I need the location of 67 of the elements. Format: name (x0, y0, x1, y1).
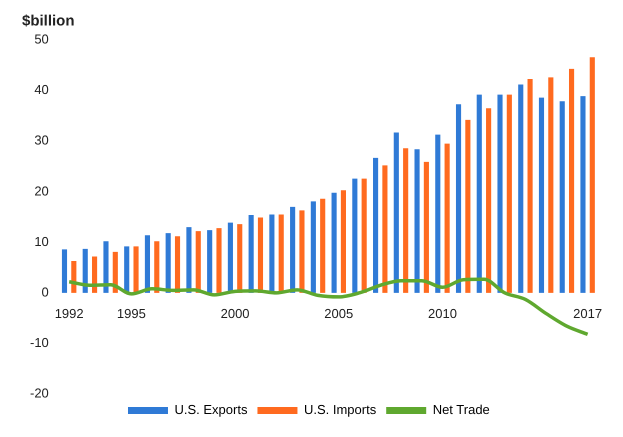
y-tick-label: 30 (34, 132, 49, 148)
x-tick-label: 2017 (573, 306, 602, 322)
bar (465, 120, 470, 293)
bar (216, 228, 222, 293)
bar (373, 158, 378, 293)
bar (568, 68, 574, 293)
bar (414, 149, 420, 293)
bar (310, 201, 316, 293)
bar (186, 227, 192, 293)
bar (435, 134, 440, 293)
bar (62, 249, 68, 293)
bar (166, 233, 171, 293)
x-tick-label: 1992 (54, 306, 84, 322)
y-tick-label: -10 (30, 335, 49, 350)
bar (332, 192, 337, 293)
bar (133, 246, 139, 293)
bar (560, 101, 565, 293)
y-tick-label: 20 (34, 183, 49, 198)
bar (506, 94, 512, 293)
bar (299, 210, 305, 293)
bar (352, 178, 358, 293)
bar (112, 252, 118, 293)
bar (207, 230, 212, 293)
x-tick-label: 2005 (324, 306, 354, 322)
bar (154, 241, 160, 293)
bar (590, 57, 595, 293)
y-tick-label: 50 (34, 32, 49, 47)
bar (538, 98, 544, 293)
bar (382, 165, 388, 293)
bar (290, 206, 296, 293)
bar (278, 214, 284, 293)
x-tick-label: 2010 (428, 306, 457, 322)
bar (362, 178, 367, 293)
legend-label: U.S. Exports (174, 402, 248, 418)
bar (103, 241, 109, 293)
bar (444, 144, 450, 293)
bar (548, 77, 554, 293)
bar (528, 78, 533, 293)
bar (228, 222, 233, 293)
bar (269, 214, 274, 293)
bar (486, 108, 492, 293)
bar (258, 218, 264, 293)
bar (403, 148, 408, 293)
bar (424, 162, 429, 293)
y-tick-label: 10 (34, 234, 49, 249)
bar (456, 104, 462, 293)
y-tick-label: -20 (30, 386, 49, 401)
legend-label: U.S. Imports (304, 402, 377, 418)
bar (196, 231, 201, 293)
bar (320, 198, 326, 293)
bar (580, 96, 586, 293)
bar (497, 94, 503, 293)
bar (248, 214, 254, 293)
bar (394, 132, 399, 293)
x-tick-label: 2000 (220, 306, 250, 322)
bar (124, 246, 130, 293)
y-axis-title: $billion (22, 12, 74, 30)
bar (518, 84, 524, 293)
bar (144, 235, 150, 293)
bar (476, 94, 482, 293)
y-tick-label: 0 (42, 284, 49, 300)
legend-label: Net Trade (432, 402, 490, 418)
bar (340, 190, 346, 293)
bar (174, 236, 180, 293)
bar (82, 248, 88, 293)
y-tick-label: 40 (34, 82, 49, 98)
x-tick-label: 1995 (116, 306, 146, 322)
